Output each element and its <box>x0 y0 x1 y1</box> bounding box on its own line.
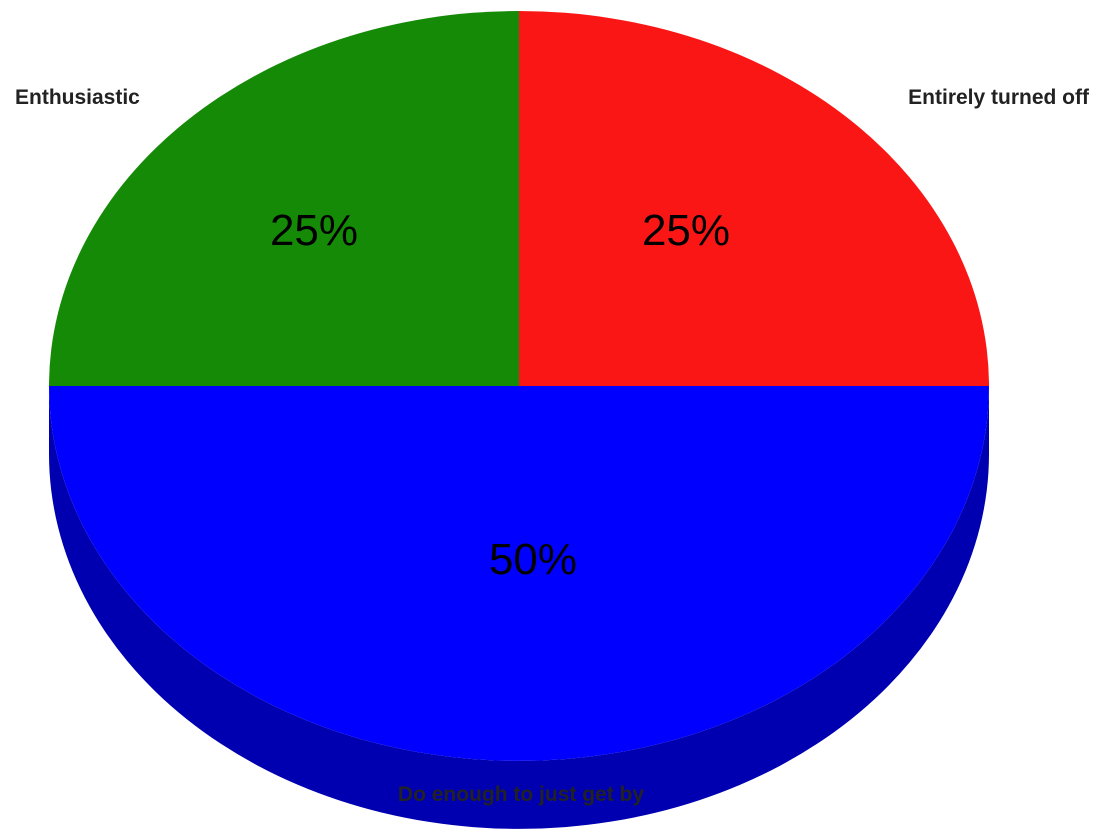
pie-slices <box>49 11 989 761</box>
pie-slice-do-enough-to-just-get-by <box>49 386 989 761</box>
pie-slice-entirely-turned-off <box>519 11 989 386</box>
value-label-enthusiastic: 25% <box>270 206 358 255</box>
value-label-entirely-turned-off: 25% <box>642 206 730 255</box>
pie-slice-enthusiastic <box>49 11 519 386</box>
pie-labels: 25% Entirely turned off 50% Do enough to ju… <box>15 86 1090 806</box>
category-label-entirely-turned-off: Entirely turned off <box>908 86 1090 109</box>
value-label-do-enough-to-just-get-by: 50% <box>489 535 577 584</box>
category-label-do-enough-to-just-get-by: Do enough to just get by <box>398 783 644 806</box>
pie-side-do-enough-to-just-get-by <box>49 386 989 829</box>
category-label-enthusiastic: Enthusiastic <box>15 86 140 109</box>
pie-sides <box>49 386 989 829</box>
